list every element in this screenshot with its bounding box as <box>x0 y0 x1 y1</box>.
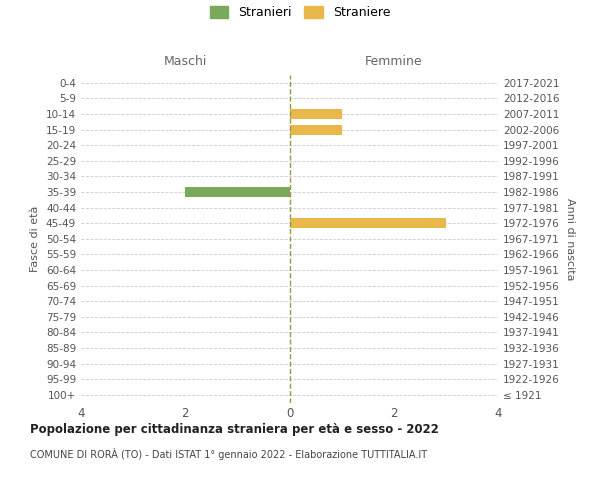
Y-axis label: Anni di nascita: Anni di nascita <box>565 198 575 280</box>
Text: COMUNE DI RORÀ (TO) - Dati ISTAT 1° gennaio 2022 - Elaborazione TUTTITALIA.IT: COMUNE DI RORÀ (TO) - Dati ISTAT 1° genn… <box>30 448 427 460</box>
Legend: Stranieri, Straniere: Stranieri, Straniere <box>205 1 395 24</box>
Bar <box>290 124 341 134</box>
Bar <box>290 109 341 119</box>
Bar <box>290 218 446 228</box>
Bar <box>185 187 290 197</box>
Text: Popolazione per cittadinanza straniera per età e sesso - 2022: Popolazione per cittadinanza straniera p… <box>30 422 439 436</box>
Y-axis label: Fasce di età: Fasce di età <box>31 206 40 272</box>
Text: Femmine: Femmine <box>365 56 422 68</box>
Text: Maschi: Maschi <box>164 56 207 68</box>
